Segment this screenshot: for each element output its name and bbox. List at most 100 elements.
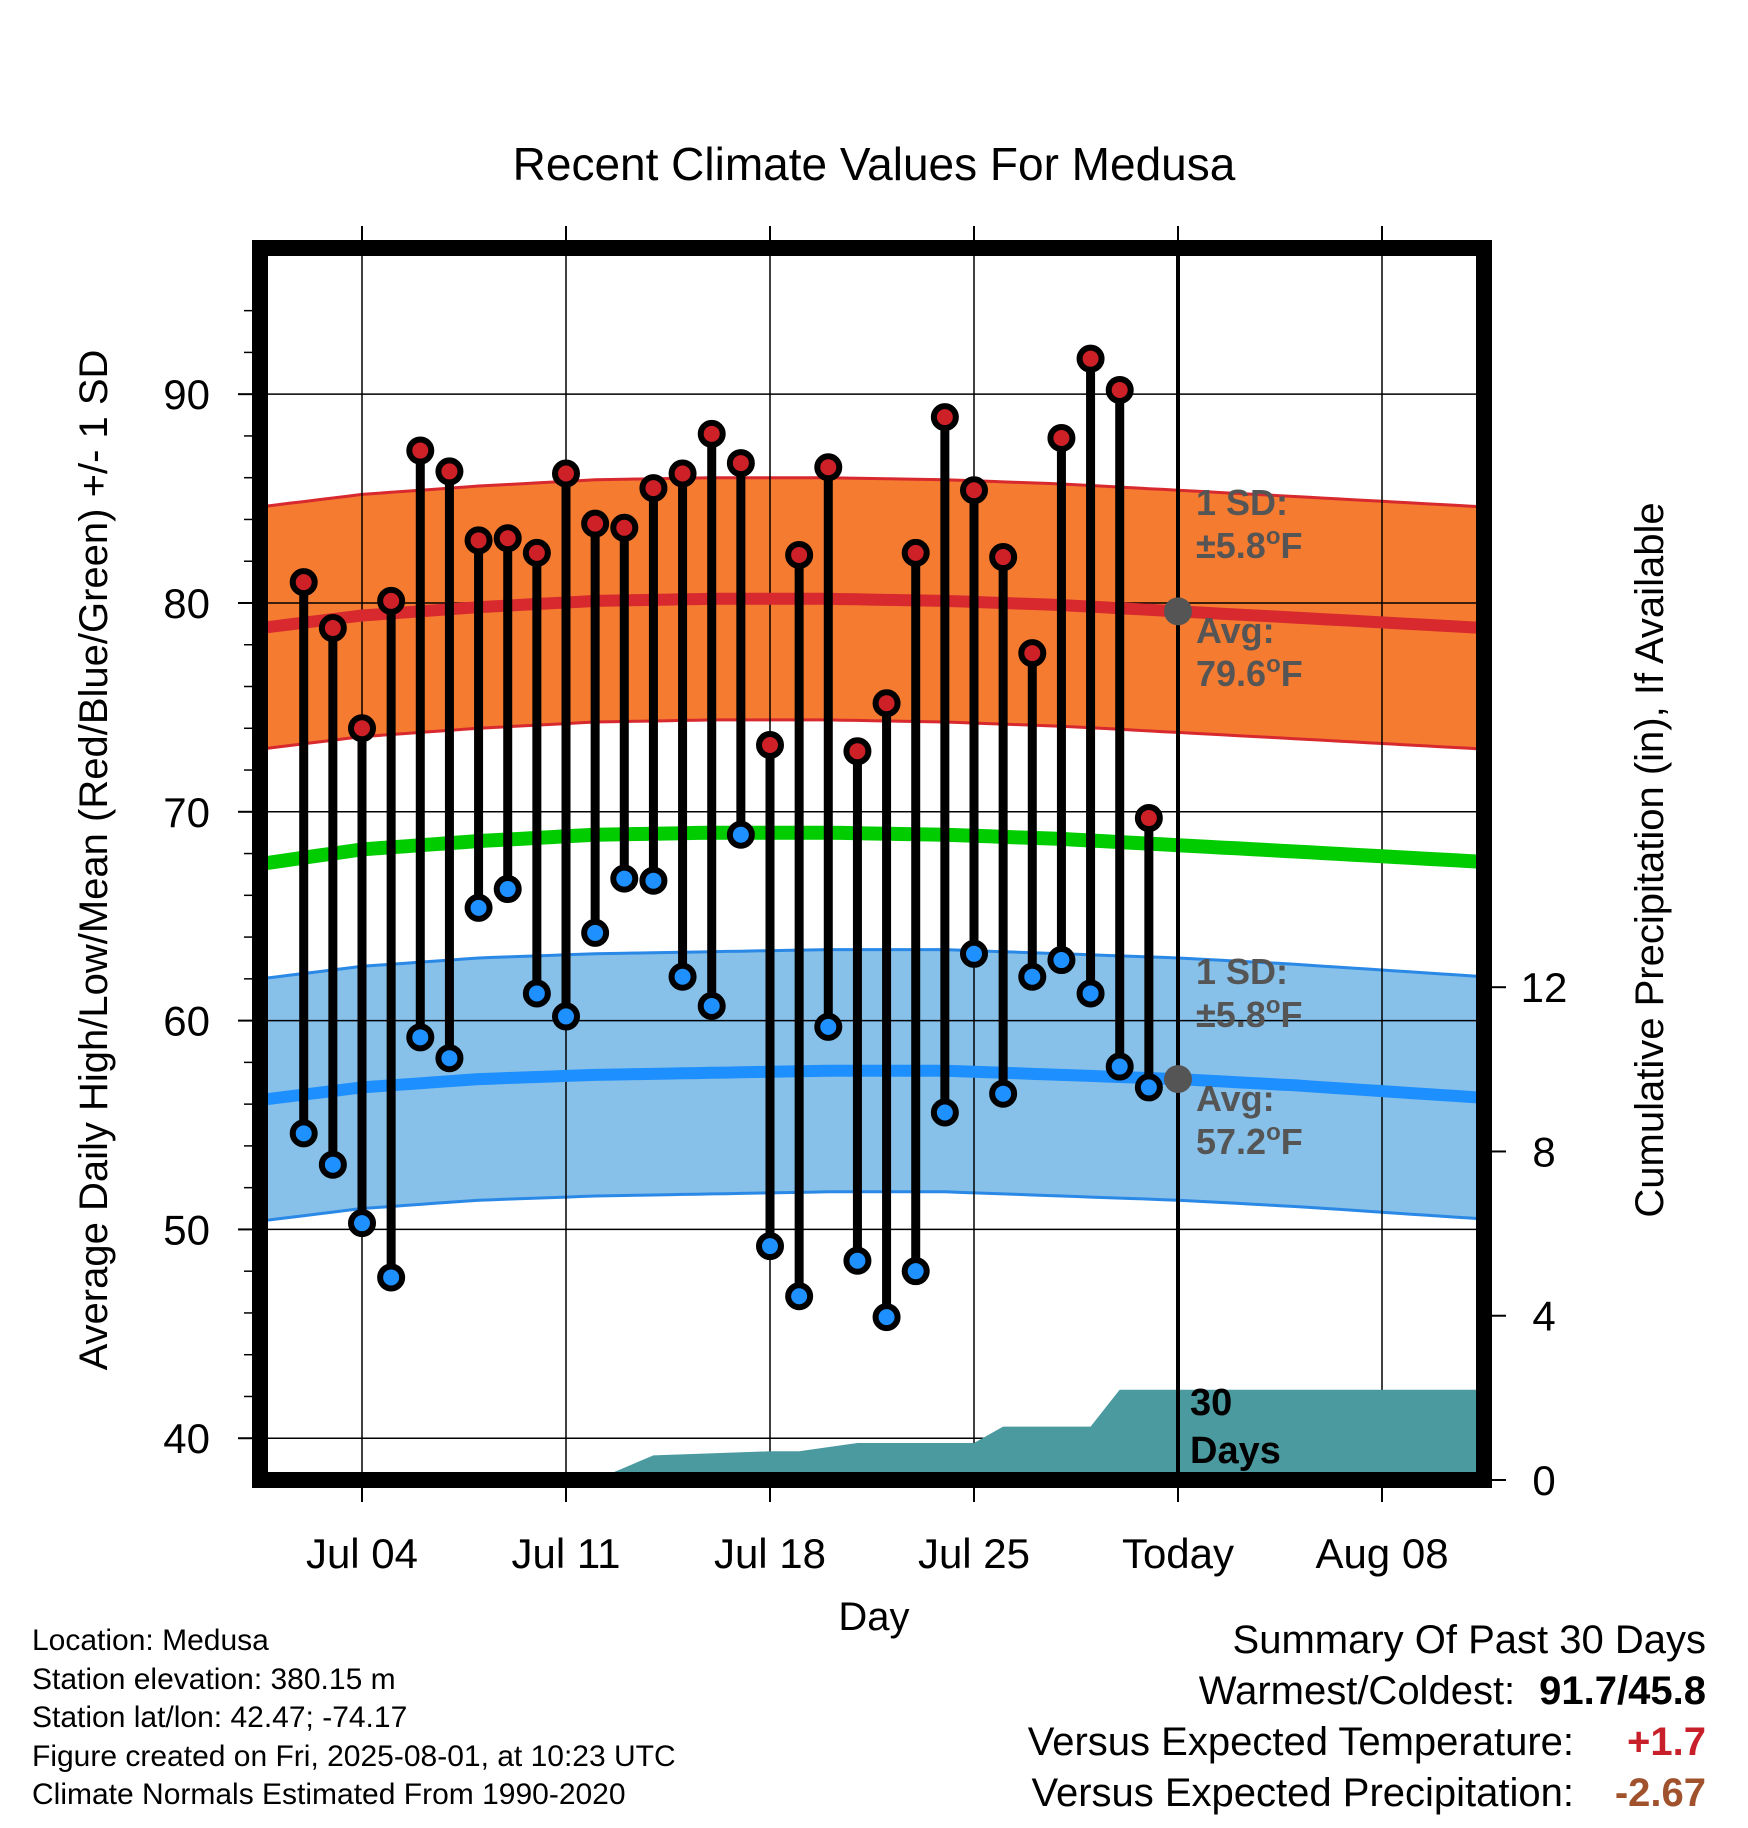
x-axis-title: Day bbox=[838, 1595, 909, 1639]
high-normal-line bbox=[260, 592, 1484, 634]
summary-temp-row: Versus Expected Temperature: +1.7 bbox=[1028, 1717, 1706, 1768]
precip-label: Versus Expected Precipitation: bbox=[1031, 1771, 1574, 1815]
high-point bbox=[1018, 639, 1047, 668]
x-tick-label: Jul 04 bbox=[306, 1530, 418, 1577]
low-point bbox=[960, 939, 988, 968]
high-point bbox=[814, 453, 843, 482]
high-point bbox=[318, 614, 347, 643]
y-tick-label: 40 bbox=[163, 1415, 210, 1462]
low-point bbox=[814, 1012, 843, 1041]
low-point bbox=[726, 820, 755, 849]
summary-heading: Summary Of Past 30 Days bbox=[1232, 1618, 1706, 1662]
high-point bbox=[989, 543, 1018, 572]
low-point bbox=[610, 864, 639, 893]
low-point bbox=[406, 1023, 435, 1052]
low-point bbox=[435, 1044, 464, 1073]
low-avg-value: 57.2oF bbox=[1196, 1119, 1303, 1162]
y-tick-label: 80 bbox=[163, 580, 210, 627]
high-point bbox=[377, 586, 406, 615]
high-point bbox=[756, 730, 784, 759]
location-text: Location: Medusa bbox=[32, 1624, 269, 1657]
high-point bbox=[464, 526, 493, 555]
y-tick-label: 50 bbox=[163, 1206, 210, 1253]
warmest-value: 91.7/45.8 bbox=[1539, 1669, 1706, 1713]
high-point bbox=[668, 459, 697, 488]
high-point bbox=[726, 449, 755, 478]
y2-tick-label: 12 bbox=[1521, 964, 1568, 1011]
low-point bbox=[901, 1257, 930, 1286]
y-tick-label: 60 bbox=[163, 998, 210, 1045]
low-sd-value: ±5.8oF bbox=[1196, 992, 1302, 1035]
high-point bbox=[901, 538, 930, 567]
days-word: Days bbox=[1190, 1430, 1281, 1472]
high-point bbox=[872, 689, 901, 718]
low-point bbox=[377, 1263, 406, 1292]
low-avg-title: Avg: bbox=[1196, 1078, 1275, 1119]
temp-value: +1.7 bbox=[1627, 1720, 1706, 1764]
days-number: 30 bbox=[1190, 1382, 1232, 1424]
y2-tick-label: 4 bbox=[1532, 1293, 1555, 1340]
y2-tick-label: 8 bbox=[1532, 1128, 1555, 1175]
y2-axis-title: Cumulative Precipitation (in), If Availa… bbox=[1628, 502, 1672, 1217]
low-point bbox=[989, 1079, 1018, 1108]
y2-tick-label: 0 bbox=[1532, 1457, 1555, 1504]
high-point bbox=[581, 509, 610, 538]
plot-frame bbox=[252, 240, 1492, 1488]
summary-warmest-row: Warmest/Coldest: 91.7/45.8 bbox=[1028, 1666, 1706, 1717]
high-avg-title: Avg: bbox=[1196, 610, 1275, 651]
low-point bbox=[348, 1209, 376, 1238]
x-tick-label: Jul 11 bbox=[512, 1530, 621, 1577]
low-point bbox=[872, 1303, 901, 1332]
high-point bbox=[610, 513, 639, 542]
low-point bbox=[1105, 1052, 1134, 1081]
high-point bbox=[930, 403, 959, 432]
low-point bbox=[1134, 1073, 1163, 1102]
low-point bbox=[930, 1098, 959, 1127]
high-sd-title: 1 SD: bbox=[1196, 482, 1288, 523]
low-point bbox=[552, 1002, 580, 1031]
high-point bbox=[697, 419, 726, 448]
mean-normal-line bbox=[260, 825, 1484, 871]
high-point bbox=[1076, 344, 1105, 373]
warmest-label: Warmest/Coldest: bbox=[1198, 1669, 1516, 1713]
high-avg-marker bbox=[1164, 597, 1192, 626]
high-sd-lower-edge bbox=[260, 718, 1484, 751]
high-point bbox=[1134, 804, 1163, 833]
station-info: Location: Medusa Station elevation: 380.… bbox=[32, 1622, 676, 1815]
x-tick-label: Jul 18 bbox=[714, 1530, 826, 1577]
elevation-text: Station elevation: 380.15 m bbox=[32, 1662, 396, 1696]
high-point bbox=[435, 457, 464, 486]
y-tick-label: 70 bbox=[163, 789, 210, 836]
high-sd-upper-edge bbox=[260, 476, 1484, 509]
x-tick-label: Aug 08 bbox=[1315, 1530, 1448, 1577]
low-point bbox=[639, 866, 668, 895]
precip-area bbox=[260, 1389, 1484, 1480]
low-point bbox=[785, 1282, 814, 1311]
low-normal-line bbox=[260, 1064, 1484, 1106]
high-sd-value: ±5.8oF bbox=[1196, 523, 1302, 566]
low-avg-marker bbox=[1164, 1065, 1192, 1094]
precip-value: -2.67 bbox=[1614, 1771, 1706, 1815]
low-sd-title: 1 SD: bbox=[1196, 951, 1288, 992]
high-point bbox=[522, 538, 551, 567]
x-tick-label: Jul 25 bbox=[918, 1530, 1030, 1577]
low-sd-lower-edge bbox=[260, 1190, 1484, 1223]
high-point bbox=[348, 714, 376, 743]
low-point bbox=[1018, 962, 1047, 991]
low-point bbox=[843, 1246, 872, 1275]
created-text: Figure created on Fri, 2025-08-01, at 10… bbox=[32, 1739, 676, 1773]
high-point bbox=[639, 474, 668, 503]
high-point bbox=[552, 459, 580, 488]
low-point bbox=[318, 1150, 347, 1179]
latlon-text: Station lat/lon: 42.47; -74.17 bbox=[32, 1701, 408, 1734]
y-tick-label: 90 bbox=[163, 371, 210, 418]
high-point bbox=[843, 737, 872, 766]
high-point bbox=[406, 436, 435, 465]
low-point bbox=[464, 893, 493, 922]
high-point bbox=[289, 568, 318, 597]
high-avg-value: 79.6oF bbox=[1196, 651, 1303, 694]
summary-panel: Summary Of Past 30 Days Warmest/Coldest:… bbox=[1028, 1615, 1706, 1819]
low-point bbox=[289, 1119, 318, 1148]
x-tick-label: Today bbox=[1122, 1530, 1234, 1577]
